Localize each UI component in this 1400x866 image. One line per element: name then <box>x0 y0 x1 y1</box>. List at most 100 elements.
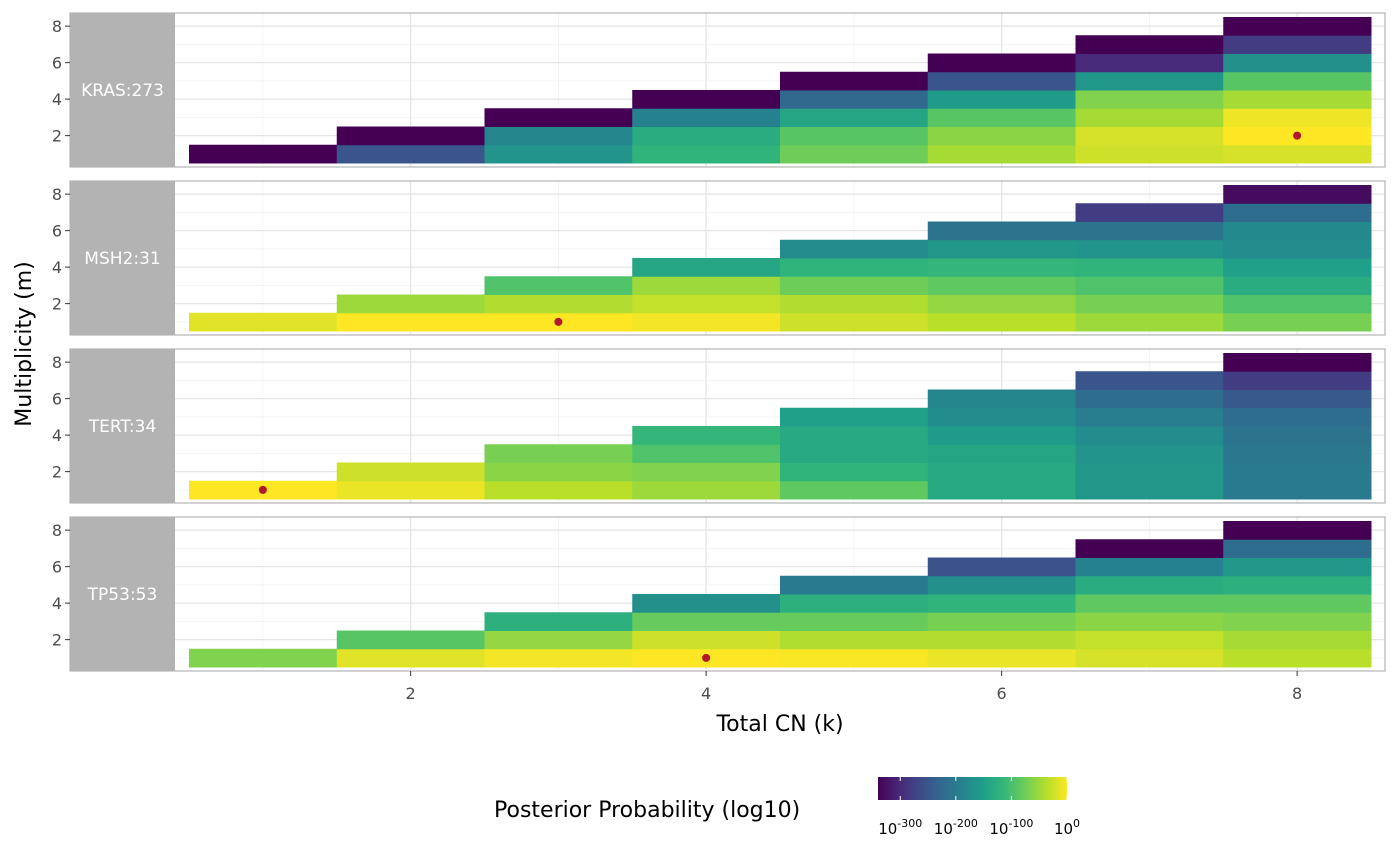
heatmap-tile <box>336 312 485 332</box>
heatmap-tile <box>927 71 1076 91</box>
heatmap-tile <box>1223 612 1372 631</box>
legend: Posterior Probability (log10) 10-300 10-2… <box>494 777 1080 838</box>
heatmap-tile <box>780 444 929 463</box>
heatmap-tile <box>1223 462 1372 482</box>
heatmap-tile <box>927 144 1076 164</box>
heatmap-tile <box>1223 35 1372 54</box>
heatmap-tile <box>1075 557 1224 577</box>
heatmap-tile <box>1075 630 1224 650</box>
heatmap-tile <box>780 648 929 668</box>
colorbar <box>878 777 1067 800</box>
y-tick-label: 8 <box>52 521 62 540</box>
heatmap-tile <box>1075 126 1224 146</box>
facet-strip-label: TERT:34 <box>88 417 157 437</box>
heatmap-tile <box>1075 108 1224 127</box>
heatmap-tile <box>780 594 929 613</box>
colorbar-ticks: 10-300 10-200 10-100 100 <box>878 777 1080 838</box>
heatmap-tile <box>1223 557 1372 577</box>
heatmap-tile <box>484 294 633 314</box>
heatmap-tile <box>1075 221 1224 241</box>
heatmap-tile <box>189 648 338 668</box>
facet-panel: MSH2:31 2 4 6 8 <box>52 180 1386 336</box>
heatmap-tile <box>1223 594 1372 613</box>
panel-border <box>69 180 1386 336</box>
heatmap-tile <box>484 126 633 146</box>
heatmap-tile <box>1075 276 1224 295</box>
y-tick-label: 6 <box>52 390 62 409</box>
heatmap-tile <box>336 126 485 146</box>
heatmap-tile <box>484 480 633 500</box>
heatmap-tile <box>336 144 485 164</box>
heatmap-tile <box>1223 276 1372 295</box>
facet-panel: TERT:34 2 4 6 8 <box>52 348 1386 504</box>
heatmap-tile <box>780 575 929 595</box>
heatmap-tile <box>1075 203 1224 222</box>
heatmap-tile <box>780 108 929 127</box>
heatmap-tile <box>632 480 781 500</box>
heatmap-tile <box>927 276 1076 295</box>
heatmap-tile <box>336 648 485 668</box>
heatmap-tile <box>1223 426 1372 445</box>
y-tick-label: 6 <box>52 222 62 241</box>
colorbar-tick-label: 100 <box>1054 817 1080 838</box>
y-tick-label: 4 <box>52 90 62 109</box>
heatmap-tile <box>1075 444 1224 463</box>
heatmap-tile <box>1075 575 1224 595</box>
y-tick-label: 6 <box>52 54 62 73</box>
heatmap-tile <box>1075 294 1224 314</box>
heatmap-tile <box>1075 407 1224 427</box>
heatmap-tile <box>780 126 929 146</box>
heatmap-tile <box>632 258 781 277</box>
y-tick-label: 6 <box>52 558 62 577</box>
heatmap-tile <box>927 557 1076 577</box>
heatmap-tile <box>632 276 781 295</box>
heatmap-tile <box>780 276 929 295</box>
heatmap-tile <box>632 312 781 332</box>
heatmap-tile <box>780 426 929 445</box>
x-axis-ticks: 2 4 6 8 <box>406 671 1302 703</box>
heatmap-tile <box>1075 239 1224 259</box>
heatmap-tile <box>1223 53 1372 73</box>
heatmap-tile <box>1075 426 1224 445</box>
heatmap-tile <box>1075 480 1224 500</box>
facet-strip <box>70 181 175 335</box>
heatmap-tile <box>1223 521 1372 540</box>
heatmap-tile <box>927 239 1076 259</box>
heatmap-tile <box>1223 389 1372 409</box>
heatmap-tile <box>1223 480 1372 500</box>
heatmap-tile <box>189 144 338 164</box>
heatmap-tile <box>632 630 781 650</box>
heatmap-tile <box>1075 90 1224 109</box>
highlight-point <box>702 653 711 662</box>
heatmap-tile <box>484 648 633 668</box>
heatmap-tile <box>927 53 1076 73</box>
y-tick-label: 4 <box>52 594 62 613</box>
y-tick-label: 2 <box>52 295 62 314</box>
x-tick-label: 8 <box>1292 684 1302 703</box>
y-tick-label: 2 <box>52 127 62 146</box>
heatmap-tile <box>1223 648 1372 668</box>
heatmap-tile <box>1223 258 1372 277</box>
heatmap-tile <box>1223 630 1372 650</box>
heatmap-tile <box>927 312 1076 332</box>
heatmap-tile <box>1223 90 1372 109</box>
heatmap-tile <box>927 389 1076 409</box>
facet-strip-label: MSH2:31 <box>84 249 160 269</box>
heatmap-tile <box>632 108 781 127</box>
heatmap-tile <box>1075 462 1224 482</box>
heatmap-tile <box>1075 371 1224 390</box>
heatmap-tile <box>632 294 781 314</box>
heatmap-tile <box>1075 53 1224 73</box>
colorbar-tick-exponent: -100 <box>1008 817 1033 830</box>
heatmap-tile <box>484 612 633 631</box>
colorbar-tick-exponent: 0 <box>1073 817 1080 830</box>
heatmap-tile <box>336 294 485 314</box>
heatmap-tile <box>1223 444 1372 463</box>
heatmap-tile <box>927 294 1076 314</box>
heatmap-tile <box>484 108 633 127</box>
heatmap-tile <box>927 612 1076 631</box>
heatmap-tile <box>336 480 485 500</box>
heatmap-tile <box>632 144 781 164</box>
colorbar-tick-base: 10 <box>989 820 1008 838</box>
